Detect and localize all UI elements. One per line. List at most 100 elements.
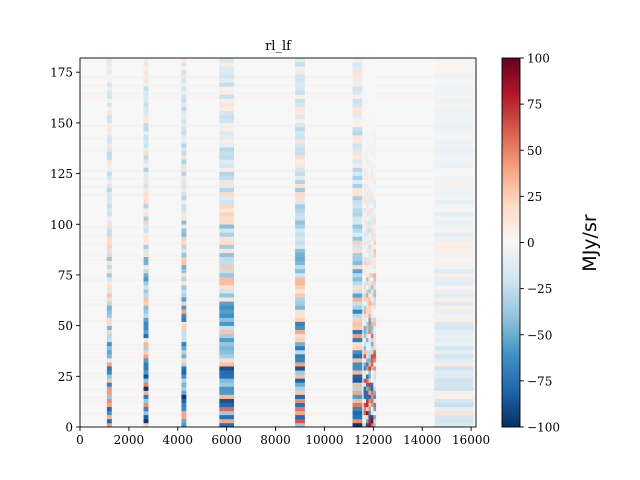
heatmap-cell	[181, 293, 187, 298]
heatmap-cell	[143, 98, 149, 103]
heatmap-cell	[370, 114, 374, 120]
heatmap-cell	[219, 272, 234, 278]
heatmap-cell	[219, 151, 234, 156]
heatmap-cell	[368, 58, 372, 63]
heatmap-cell	[295, 224, 305, 229]
heatmap-cell	[363, 122, 367, 128]
heatmap-cell	[219, 98, 234, 103]
heatmap-cell	[106, 341, 112, 347]
heatmap-cell	[363, 232, 367, 237]
heatmap-cell	[368, 159, 372, 164]
heatmap-cell	[352, 228, 363, 233]
heatmap-cell	[368, 248, 372, 253]
heatmap-cell	[295, 151, 305, 156]
heatmap-cell	[352, 143, 363, 148]
heatmap-cell	[366, 179, 369, 185]
heatmap-cell	[370, 366, 374, 371]
heatmap-cell	[370, 135, 374, 140]
heatmap-cell	[219, 114, 234, 120]
heatmap-cell	[370, 139, 374, 144]
heatmap-cell	[366, 86, 369, 91]
heatmap-cell	[366, 90, 369, 95]
heatmap-cell	[106, 151, 112, 156]
heatmap-cell	[295, 171, 305, 176]
heatmap-cell	[219, 122, 234, 128]
heatmap-cell	[181, 86, 187, 91]
heatmap-cell	[143, 341, 149, 347]
heatmap-cell	[370, 224, 374, 229]
heatmap-cell	[352, 248, 363, 253]
heatmap-band	[143, 58, 149, 427]
heatmap-cell	[143, 386, 149, 391]
heatmap-cell	[363, 297, 367, 302]
heatmap-cell	[106, 256, 112, 262]
heatmap-cell	[352, 208, 363, 213]
heatmap-cell	[363, 337, 367, 343]
heatmap-cell	[363, 366, 367, 371]
heatmap-cell	[295, 62, 305, 67]
heatmap-cell	[366, 106, 369, 112]
heatmap-cell	[106, 244, 112, 249]
heatmap-cell	[368, 252, 372, 257]
heatmap-cell	[370, 349, 374, 355]
heatmap-cell	[219, 276, 234, 282]
heatmap-cell	[373, 386, 377, 391]
heatmap-cell	[366, 187, 369, 193]
heatmap-cell	[352, 106, 363, 112]
heatmap-cell	[370, 402, 374, 408]
heatmap-cell	[352, 139, 363, 144]
heatmap-cell	[106, 268, 112, 274]
heatmap-cell	[373, 139, 377, 144]
heatmap-cell	[363, 281, 367, 286]
heatmap-cell	[352, 402, 363, 408]
heatmap-cell	[373, 135, 377, 140]
heatmap-cell	[143, 74, 149, 79]
heatmap-cell	[143, 244, 149, 249]
heatmap-cell	[106, 260, 112, 266]
heatmap-cell	[106, 159, 112, 164]
heatmap-cell	[219, 264, 234, 270]
heatmap-cell	[219, 118, 234, 124]
heatmap-cell	[219, 62, 234, 67]
heatmap-cell	[373, 402, 377, 408]
heatmap-cell	[219, 345, 234, 351]
heatmap-cell	[352, 362, 363, 367]
heatmap-cell	[106, 362, 112, 367]
heatmap-cell	[219, 289, 234, 294]
heatmap-cell	[181, 62, 187, 67]
heatmap-cell	[106, 216, 112, 221]
heatmap-cell	[352, 179, 363, 185]
heatmap-cell	[219, 232, 234, 237]
heatmap-cell	[181, 167, 187, 172]
heatmap-cell	[219, 195, 234, 201]
heatmap-cell	[368, 139, 372, 144]
heatmap-cell	[373, 268, 377, 274]
heatmap-streak	[80, 169, 476, 172]
heatmap-cell	[368, 289, 372, 294]
heatmap-cell	[219, 139, 234, 144]
heatmap-cell	[106, 329, 112, 335]
heatmap-cell	[219, 374, 234, 379]
x-tick-label: 4000	[163, 433, 194, 447]
heatmap-cell	[352, 345, 363, 351]
heatmap-cell	[366, 281, 369, 286]
heatmap-cell	[434, 398, 474, 403]
heatmap-cell	[434, 110, 474, 116]
heatmap-cell	[368, 102, 372, 107]
heatmap-cell	[352, 199, 363, 205]
heatmap-cell	[106, 175, 112, 180]
heatmap-cell	[434, 366, 474, 371]
heatmap-cell	[181, 114, 187, 120]
heatmap-cell	[106, 418, 112, 424]
heatmap-cell	[219, 293, 234, 298]
heatmap-cell	[368, 135, 372, 140]
heatmap-cell	[434, 82, 474, 87]
heatmap-cell	[352, 366, 363, 371]
heatmap-cell	[363, 155, 367, 160]
heatmap-cell	[219, 208, 234, 213]
heatmap-cell	[106, 94, 112, 99]
heatmap-cell	[352, 386, 363, 391]
heatmap-cell	[295, 187, 305, 193]
heatmap-cell	[370, 118, 374, 124]
heatmap-cell	[368, 212, 372, 217]
